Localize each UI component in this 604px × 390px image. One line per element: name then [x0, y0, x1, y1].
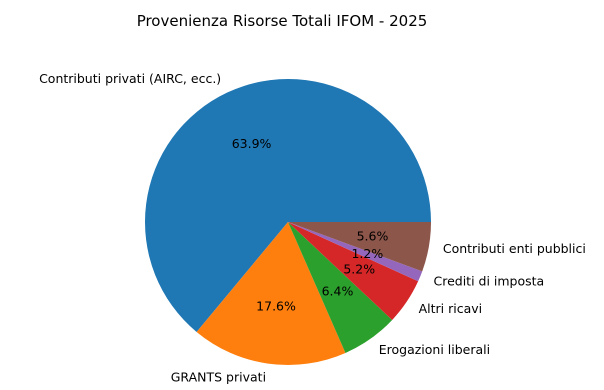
slice-label-altri-ricavi: Altri ricavi — [419, 301, 483, 316]
labels-layer: Contributi privati (AIRC, ecc.) GRANTS pr… — [39, 71, 586, 384]
pie-slice-contributi-enti-pubblici — [288, 222, 431, 272]
pct-label-altri-ricavi: 5.2% — [343, 261, 375, 276]
pie-slice-erogazioni-liberali — [288, 222, 393, 353]
pie-slice-crediti-di-imposta — [288, 222, 423, 282]
slice-label-erogazioni-liberali: Erogazioni liberali — [379, 342, 490, 357]
slice-label-contributi-enti-pubblici: Contributi enti pubblici — [443, 241, 586, 256]
slices-layer — [144, 78, 431, 365]
pct-label-erogazioni-liberali: 6.4% — [322, 284, 354, 299]
percent-labels-layer: 63.9% 17.6% 6.4% 5.2%1.2% 5.6% — [232, 136, 389, 314]
pct-label-contributi-privati-airc-ecc: 63.9% — [232, 136, 272, 151]
pct-label-contributi-enti-pubblici: 5.6% — [357, 229, 389, 244]
pie-slice-grants-privati — [196, 222, 346, 365]
pct-label-crediti-di-imposta: 1.2% — [351, 246, 383, 261]
pct-label-grants-privati: 17.6% — [256, 298, 296, 313]
slice-label-contributi-privati-airc-ecc: Contributi privati (AIRC, ecc.) — [39, 71, 221, 86]
pie-slice-altri-ricavi — [288, 222, 419, 320]
pie-slice-contributi-privati-airc-ecc — [144, 78, 431, 332]
slice-label-crediti-di-imposta: Crediti di imposta — [433, 273, 544, 288]
chart-title: Provenienza Risorse Totali IFOM - 2025 — [137, 12, 428, 30]
slice-label-grants-privati: GRANTS privati — [171, 369, 266, 384]
